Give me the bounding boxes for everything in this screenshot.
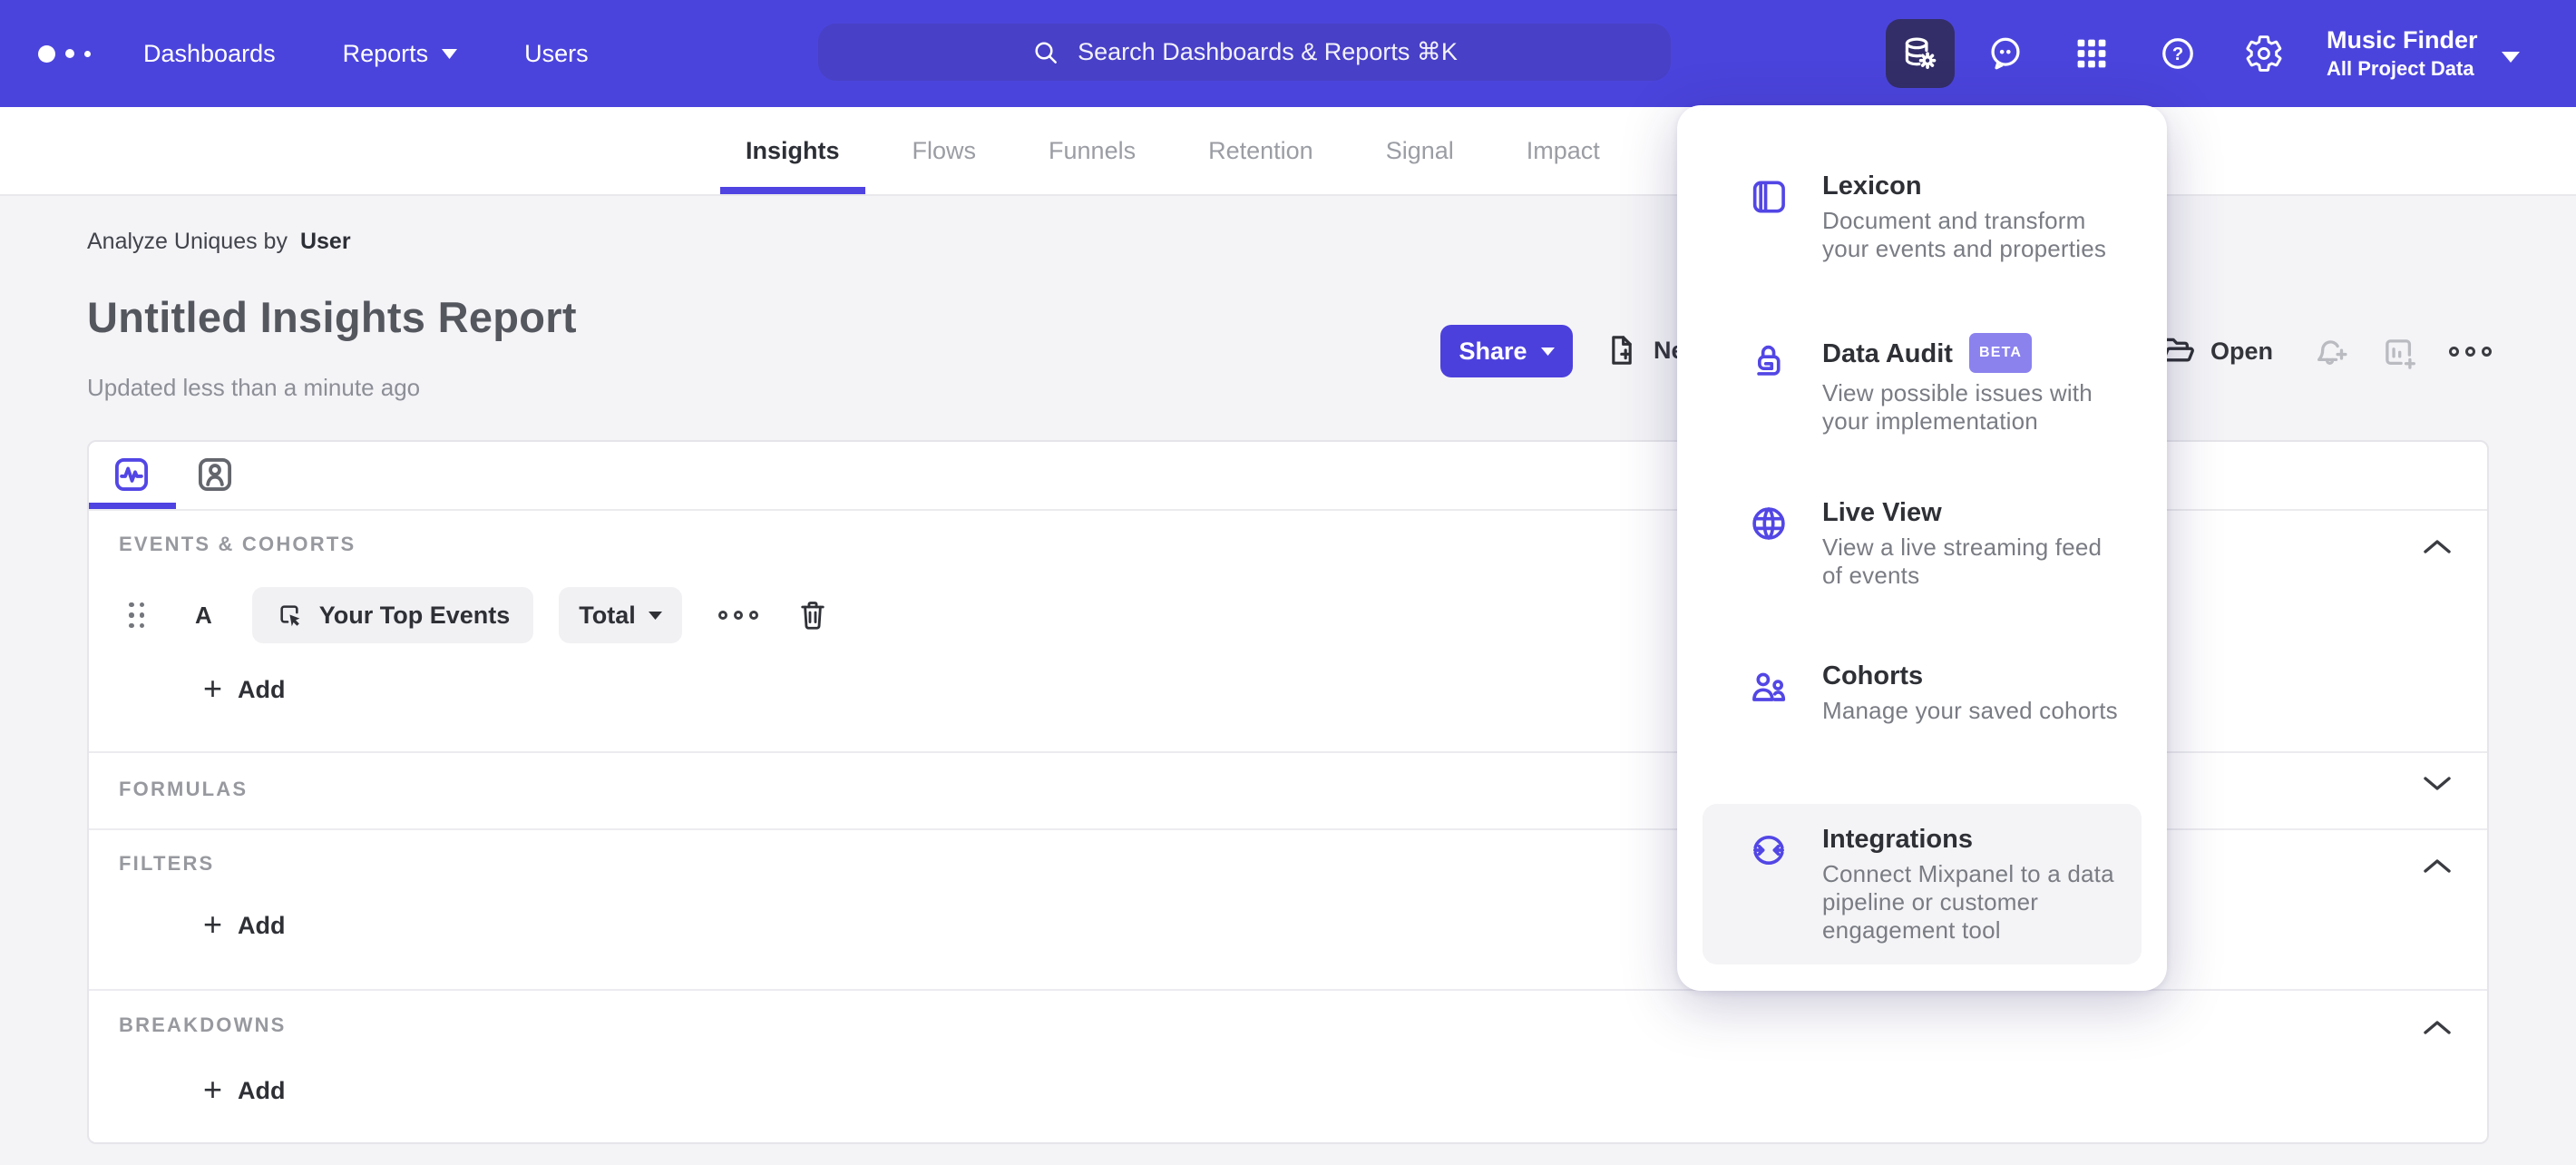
tab-impact[interactable]: Impact [1526,136,1600,164]
active-view-underline [89,503,176,509]
filters-collapse-button[interactable] [2422,857,2453,876]
trash-icon [801,602,825,630]
chevron-up-icon [2424,540,2451,553]
document-plus-icon [1612,336,1632,365]
page-title[interactable]: Untitled Insights Report [87,293,577,341]
chevron-down-icon [2424,777,2451,790]
tab-retention[interactable]: Retention [1208,136,1313,164]
event-row-letter: A [195,601,212,629]
cohorts-people-icon [1752,672,1786,701]
view-type-tabs [89,442,2487,511]
settings-button[interactable] [2229,19,2299,88]
data-management-menu: Lexicon Document and transform your even… [1677,105,2167,991]
menu-item-live-view[interactable]: Live View View a live streaming feed of … [1703,477,2142,610]
add-to-board-button[interactable] [2380,334,2418,372]
mixpanel-logo-icon[interactable] [38,0,91,107]
add-filter-button[interactable]: + Add [203,905,286,943]
events-section-label: EVENTS & COHORTS [119,533,356,555]
primary-nav: Dashboards Reports Users [143,0,589,107]
delete-event-button[interactable] [796,597,829,633]
add-breakdown-button[interactable]: + Add [203,1070,286,1108]
analyze-breadcrumb: Analyze Uniques by User [87,229,351,254]
chart-plus-icon [2386,339,2415,369]
tab-flows[interactable]: Flows [912,136,977,164]
gear-icon [2246,35,2282,72]
beta-badge: BETA [1968,333,2033,373]
data-management-button[interactable] [1886,19,1955,88]
question-circle-icon: ? [2162,38,2193,69]
top-header: Dashboards Reports Users Search Dashboar… [0,0,2576,107]
tab-signal[interactable]: Signal [1385,136,1454,164]
integrations-sync-icon [1753,836,1784,865]
chevron-down-icon [2501,52,2520,63]
menu-item-data-audit[interactable]: Data Audit BETA View possible issues wit… [1703,314,2142,455]
filters-section-label: FILTERS [119,852,215,875]
breakdowns-collapse-button[interactable] [2422,1019,2453,1037]
svg-text:?: ? [2172,44,2183,64]
event-more-button[interactable] [717,611,758,620]
chat-bubble-icon [1991,37,2020,70]
section-divider [89,828,2487,830]
add-event-button[interactable]: + Add [203,669,286,707]
profile-badge-icon [198,457,232,492]
search-input[interactable]: Search Dashboards & Reports ⌘K [818,24,1671,81]
project-scope: All Project Data [2327,57,2474,81]
search-placeholder: Search Dashboards & Reports ⌘K [1078,38,1458,65]
bell-plus-icon [2317,340,2347,365]
pulse-chart-icon [114,457,149,492]
search-icon [1035,41,1058,64]
logo-dot-small [84,50,91,57]
tab-funnels[interactable]: Funnels [1049,136,1137,164]
share-button[interactable]: Share [1440,325,1573,377]
logo-dot-medium [65,49,74,58]
metric-selector[interactable]: Total [559,587,682,643]
data-audit-icon [1757,345,1781,376]
project-selector[interactable]: Music Finder All Project Data [2327,26,2478,80]
nav-users[interactable]: Users [524,39,589,67]
events-view-tab[interactable] [109,452,154,497]
event-row-a: A Your Top Events Total [129,587,829,643]
create-alert-button[interactable] [2313,334,2351,372]
chevron-up-icon [2424,859,2451,873]
lexicon-icon [1752,181,1785,213]
profiles-view-tab[interactable] [192,452,238,497]
analyze-entity-selector[interactable]: User [299,229,351,254]
header-right-cluster: ? Music Finder All Project Data [1886,0,2520,107]
open-report-button[interactable]: Open [2159,332,2273,370]
report-tabbar: Insights Flows Funnels Retention Signal … [0,107,2576,196]
apps-grid-button[interactable] [2056,19,2127,88]
event-selector[interactable]: Your Top Events [251,587,534,643]
drag-handle[interactable] [129,602,144,629]
help-button[interactable]: ? [2142,19,2213,88]
grid-icon [2077,39,2106,68]
nav-dashboards[interactable]: Dashboards [143,39,276,67]
formulas-expand-button[interactable] [2422,774,2453,792]
logo-dot-large [38,44,55,63]
menu-item-integrations[interactable]: Integrations Connect Mixpanel to a data … [1703,804,2142,964]
chevron-down-icon [442,48,458,59]
chevron-down-icon [648,611,662,620]
live-view-globe-icon [1752,507,1785,540]
feedback-button[interactable] [1970,19,2041,88]
report-more-button[interactable] [2449,347,2492,357]
section-divider [89,989,2487,991]
chevron-up-icon [2424,1021,2451,1034]
menu-item-cohorts[interactable]: Cohorts Manage your saved cohorts [1703,641,2142,745]
events-collapse-button[interactable] [2422,538,2453,556]
updated-timestamp: Updated less than a minute ago [87,374,421,401]
tab-insights[interactable]: Insights [720,107,864,194]
nav-reports[interactable]: Reports [343,40,458,68]
breakdowns-section-label: BREAKDOWNS [119,1013,287,1036]
chevron-down-icon [1540,347,1555,356]
database-gear-icon [1905,37,1937,69]
cursor-click-icon [280,605,300,627]
menu-item-lexicon[interactable]: Lexicon Document and transform your even… [1703,151,2142,283]
section-divider [89,751,2487,753]
formulas-section-label: FORMULAS [119,778,249,800]
project-name: Music Finder [2327,26,2478,54]
